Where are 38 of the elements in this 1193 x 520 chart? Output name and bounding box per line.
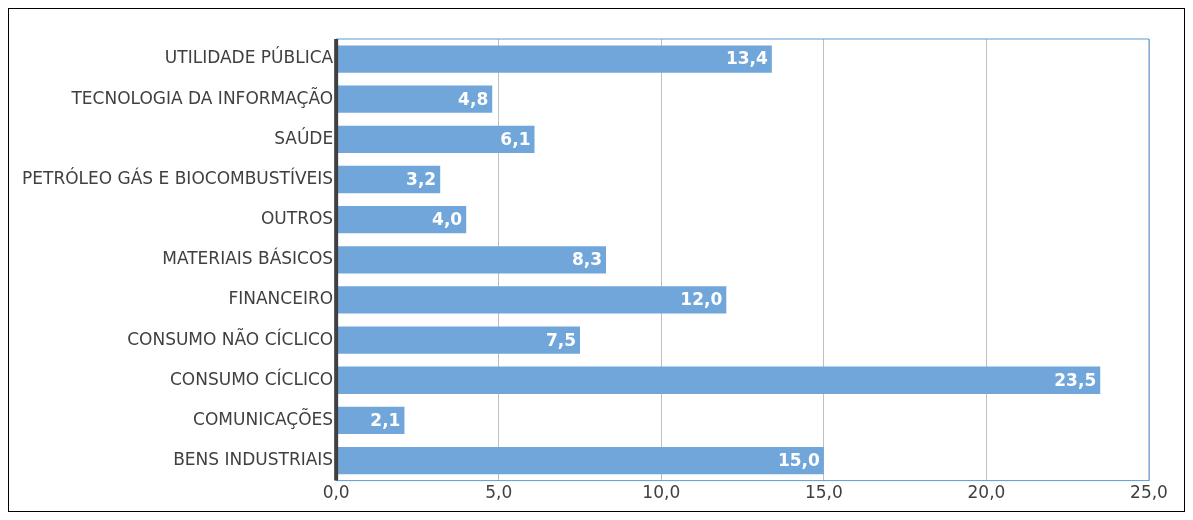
x-tick-label: 5,0 <box>485 482 513 503</box>
data-label: 8,3 <box>571 249 603 270</box>
x-tick-label: 15,0 <box>804 482 843 503</box>
bar <box>336 85 493 113</box>
y-tick-label: MATERIAIS BÁSICOS <box>162 247 334 269</box>
bar <box>336 286 727 314</box>
y-tick-label: BENS INDUSTRIAIS <box>173 448 334 469</box>
data-label: 6,1 <box>500 128 531 149</box>
bar <box>336 165 441 194</box>
data-label: 2,1 <box>370 409 401 430</box>
y-tick-label: SAÚDE <box>274 126 334 148</box>
bar <box>336 446 824 475</box>
data-label: 12,0 <box>680 289 723 310</box>
data-label: 23,5 <box>1054 369 1097 390</box>
y-tick-label: PETRÓLEO GÁS E BIOCOMBUSTÍVEIS <box>22 166 334 188</box>
y-tick-label: CONSUMO NÃO CÍCLICO <box>127 327 334 349</box>
bar <box>336 326 581 354</box>
x-tick-label: 10,0 <box>642 482 681 503</box>
y-tick-label: TECNOLOGIA DA INFORMAÇÃO <box>70 86 334 108</box>
bar <box>336 45 772 73</box>
y-tick-label: UTILIDADE PÚBLICA <box>164 46 334 68</box>
bar <box>336 206 467 234</box>
data-label: 4,8 <box>458 88 489 109</box>
data-label: 7,5 <box>545 329 577 350</box>
y-tick-label: OUTROS <box>260 208 334 229</box>
data-label: 4,0 <box>432 209 463 230</box>
x-tick-label: 0,0 <box>322 482 350 503</box>
bar <box>336 366 1101 394</box>
x-tick-label: 25,0 <box>1130 482 1168 503</box>
data-label: 13,4 <box>725 48 768 69</box>
data-label: 15,0 <box>777 449 821 470</box>
y-tick-label: COMUNICAÇÕES <box>193 407 334 429</box>
y-tick-label: FINANCEIRO <box>228 288 334 309</box>
y-tick-label: CONSUMO CÍCLICO <box>170 367 334 389</box>
data-label: 3,2 <box>406 168 437 189</box>
x-tick-label: 20,0 <box>967 482 1006 503</box>
bar <box>336 125 535 154</box>
bar <box>336 246 607 274</box>
